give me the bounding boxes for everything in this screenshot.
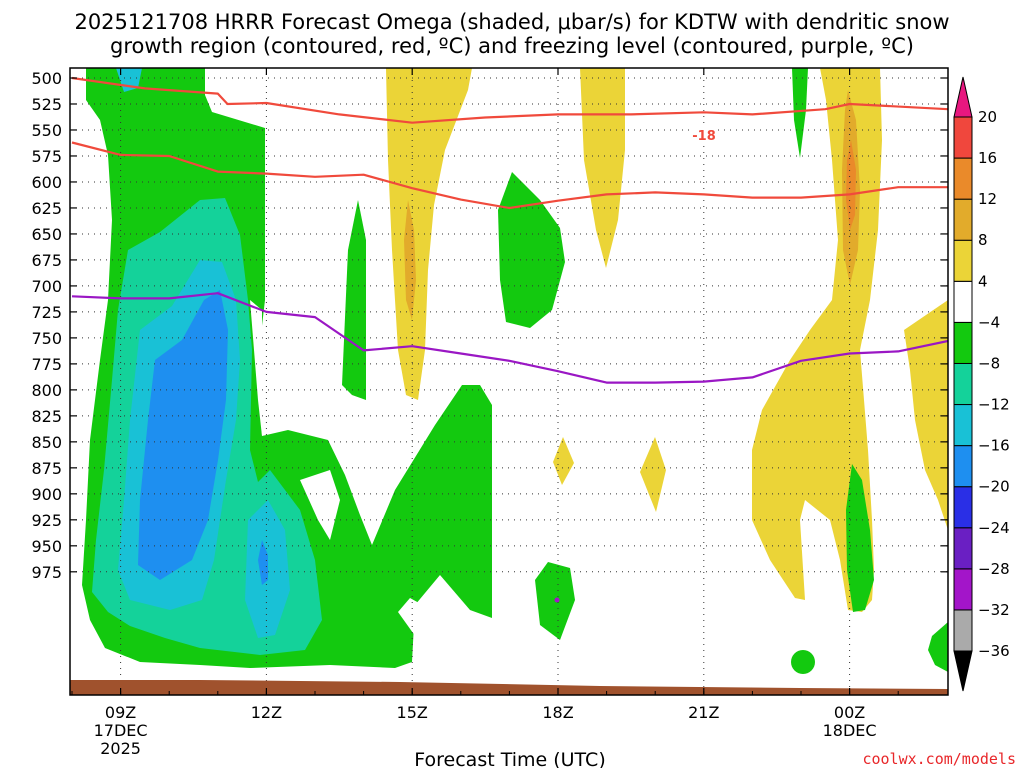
y-tick-label-825: 825 xyxy=(31,407,62,426)
shade-green-blob-mid xyxy=(498,172,565,328)
colorbar-label-2: −28 xyxy=(978,560,1010,578)
y-tick-label-500: 500 xyxy=(31,69,62,88)
colorbar-arrow-top xyxy=(953,76,973,118)
y-tick-label-650: 650 xyxy=(31,225,62,244)
shade-yellow-right xyxy=(904,300,948,530)
contour-dgz_upper_contour xyxy=(71,76,948,124)
y-tick-label-950: 950 xyxy=(31,537,62,556)
shade-gold-15z xyxy=(404,200,416,320)
chart-title-line1: 2025121708 HRRR Forecast Omega (shaded, … xyxy=(74,10,949,34)
y-tick-label-800: 800 xyxy=(31,381,62,400)
y-tick-label-900: 900 xyxy=(31,485,62,504)
x-tick-date-5: 18DEC xyxy=(823,721,877,740)
x-tick-label-0: 09Z xyxy=(105,703,136,722)
colorbar-label-9: 4 xyxy=(978,272,988,290)
colorbar-band-0 xyxy=(953,609,973,652)
colorbar-label-7: −8 xyxy=(978,354,1000,372)
shade-green-dot-1 xyxy=(791,650,815,674)
chart-title-line2: growth region (contoured, red, ºC) and f… xyxy=(110,34,914,58)
colorbar-label-6: −12 xyxy=(978,396,1010,414)
omega-shading xyxy=(82,68,948,674)
colorbar-band-11 xyxy=(953,157,973,200)
colorbar-band-6 xyxy=(953,362,973,406)
colorbar-band-7 xyxy=(953,321,973,364)
x-tick-label-5: 00Z xyxy=(834,703,865,722)
colorbar-label-8: −4 xyxy=(978,313,1000,331)
colorbar-arrow-bottom xyxy=(953,650,973,692)
shade-blue-2 xyxy=(258,540,268,585)
grid-lines xyxy=(70,68,948,695)
shade-purple-dot xyxy=(554,597,560,603)
colorbar-label-5: −16 xyxy=(978,437,1010,455)
y-tick-label-725: 725 xyxy=(31,303,62,322)
terrain-ground xyxy=(70,680,948,695)
x-axis-title: Forecast Time (UTC) xyxy=(414,749,605,768)
contours xyxy=(71,76,948,384)
x-tick-label-2: 15Z xyxy=(397,703,428,722)
x-tick-date-0: 17DEC xyxy=(94,721,148,740)
x-tick-label-4: 21Z xyxy=(688,703,719,722)
contour-freezing_level xyxy=(71,292,948,384)
y-tick-label-750: 750 xyxy=(31,329,62,348)
y-tick-label-600: 600 xyxy=(31,173,62,192)
shade-orange-00z xyxy=(846,140,856,230)
y-tick-label-675: 675 xyxy=(31,251,62,270)
shade-green-streak xyxy=(342,200,366,400)
y-tick-label-875: 875 xyxy=(31,459,62,478)
colorbar-band-9 xyxy=(953,239,973,282)
y-tick-label-975: 975 xyxy=(31,563,62,582)
y-axis: 500 525 550 575 600 625 650 675 700 725 750 775 800 8… xyxy=(31,69,948,582)
shade-blue-1 xyxy=(138,290,228,580)
y-tick-label-525: 525 xyxy=(31,95,62,114)
dgz-contour-label: -18 xyxy=(692,129,716,144)
y-tick-label-925: 925 xyxy=(31,511,62,530)
contour-dgz_lower_contour xyxy=(71,141,948,210)
y-tick-label-575: 575 xyxy=(31,147,62,166)
shade-white-gap xyxy=(300,470,340,540)
colorbar-label-13: 20 xyxy=(978,108,997,126)
y-tick-label-625: 625 xyxy=(31,199,62,218)
credit-text: coolwx.com/models xyxy=(862,750,1016,768)
colorbar-band-1 xyxy=(953,568,973,611)
shade-green-00z-low xyxy=(846,464,874,612)
y-tick-label-550: 550 xyxy=(31,121,62,140)
x-tick-year-0: 2025 xyxy=(100,739,141,758)
shade-white-notch xyxy=(250,300,262,436)
colorbar-band-5 xyxy=(953,404,973,447)
colorbar-label-0: −36 xyxy=(978,642,1010,660)
shade-white-hole xyxy=(398,598,435,640)
y-tick-label-775: 775 xyxy=(31,355,62,374)
colorbar-label-12: 16 xyxy=(978,149,997,167)
colorbar-band-4 xyxy=(953,445,973,488)
shade-yellow-15z xyxy=(386,68,472,400)
shade-yellow-diamond-2 xyxy=(640,437,666,512)
x-tick-label-1: 12Z xyxy=(251,703,282,722)
dgz-contour-label-group: -18 xyxy=(690,126,718,144)
colorbar-band-3 xyxy=(953,486,973,529)
colorbar-band-12 xyxy=(953,116,973,159)
shade-yellow-diamond-1 xyxy=(553,437,574,485)
colorbar: −36 −32 −28 −24 −20 −16 −12 −8 −4 4 8 12 16 20 xyxy=(953,76,1010,692)
shade-green-streak-23z xyxy=(792,68,808,158)
colorbar-band-8 xyxy=(953,280,973,323)
colorbar-band-2 xyxy=(953,527,973,570)
shade-yellow-19z xyxy=(580,68,625,268)
colorbar-band-10 xyxy=(953,198,973,241)
colorbar-label-11: 12 xyxy=(978,190,997,208)
y-tick-label-700: 700 xyxy=(31,277,62,296)
colorbar-label-10: 8 xyxy=(978,231,988,249)
colorbar-label-4: −20 xyxy=(978,478,1010,496)
x-tick-label-3: 18Z xyxy=(542,703,573,722)
colorbar-label-3: −24 xyxy=(978,519,1010,537)
colorbar-label-1: −32 xyxy=(978,601,1010,619)
y-tick-label-850: 850 xyxy=(31,433,62,452)
shade-green-corner xyxy=(928,622,948,672)
